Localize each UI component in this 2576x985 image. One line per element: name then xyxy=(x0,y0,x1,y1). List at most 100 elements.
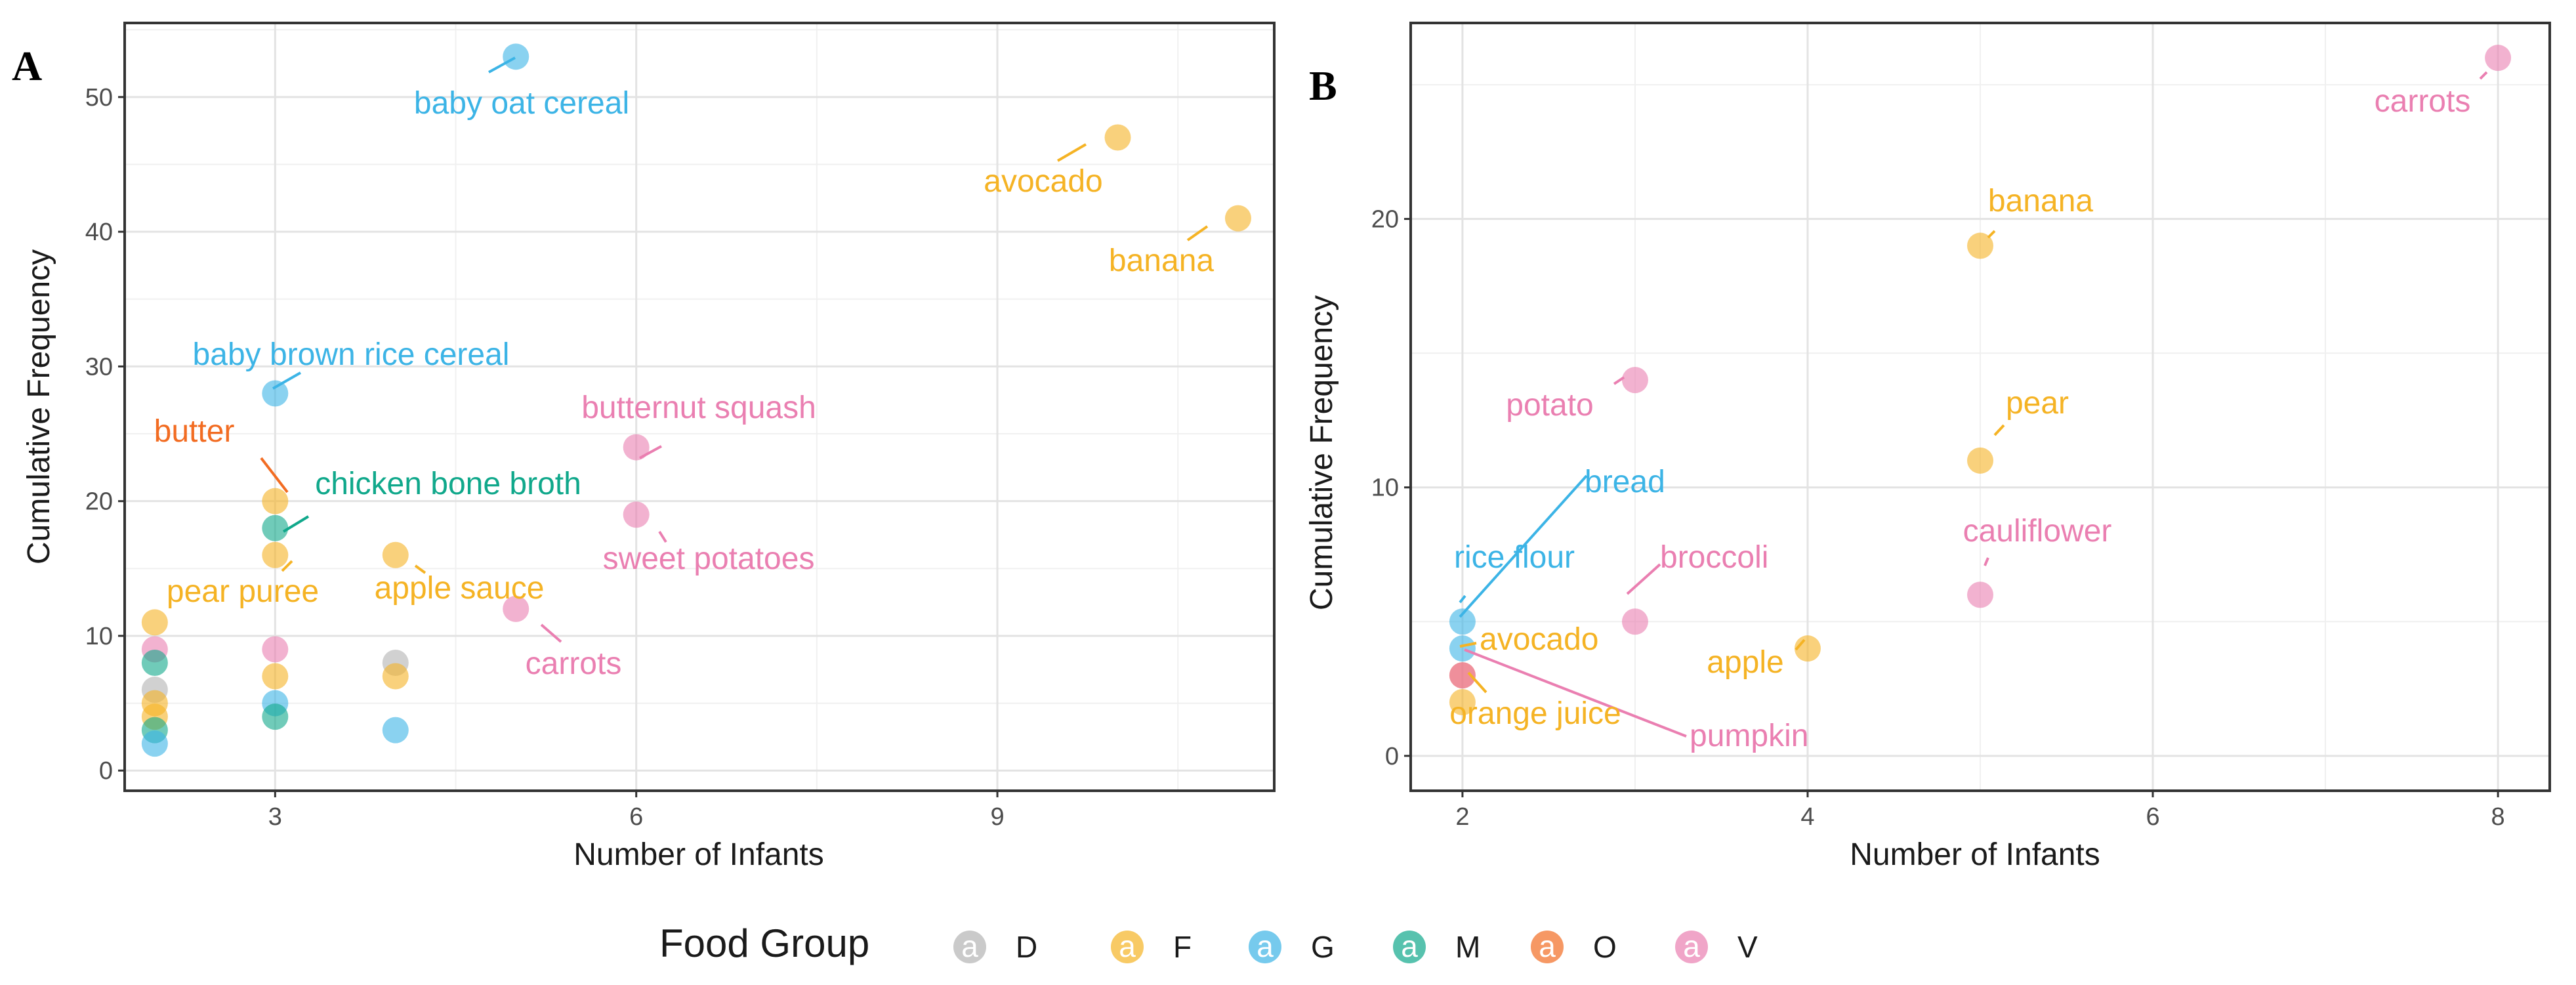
panel-a-point xyxy=(503,43,530,70)
panel-a-point xyxy=(1224,205,1251,232)
panel-a-point-label: carrots xyxy=(526,646,622,681)
legend-key-m xyxy=(1393,931,1426,963)
panel-a-leader-line xyxy=(260,457,289,493)
panel-a-leader-line xyxy=(488,56,516,73)
panel-a-x-tick-label: 3 xyxy=(268,803,282,831)
panel-a-x-axis-title: Number of Infants xyxy=(573,837,824,872)
panel-b-point-label: cauliflower xyxy=(1963,514,2112,549)
panel-b-point xyxy=(1621,608,1648,635)
panel-a-point-label: chicken bone broth xyxy=(315,467,581,501)
legend-key-g xyxy=(1249,931,1281,963)
legend-label-v: V xyxy=(1737,930,1758,964)
panel-a-background xyxy=(125,23,1274,791)
panel-b-point xyxy=(1967,581,1993,608)
legend-key-glyph: a xyxy=(1683,929,1700,963)
panel-b-leader-line xyxy=(2479,71,2488,80)
legend-label-g: G xyxy=(1311,930,1335,964)
panel-b-x-axis-title: Number of Infants xyxy=(1850,837,2100,872)
legend-label-m: M xyxy=(1455,930,1480,964)
panel-b-x-tick-label: 6 xyxy=(2146,803,2159,831)
panel-a-y-axis-title: Cumulative Frequency xyxy=(22,249,56,564)
legend-title: Food Group xyxy=(659,921,869,965)
panel-b-point xyxy=(1449,689,1476,715)
panel-a-border xyxy=(123,22,1276,792)
panel-a-point xyxy=(262,380,289,407)
panel-a-leader-line xyxy=(540,623,562,643)
panel-a-point-label: sweet potatoes xyxy=(603,541,815,576)
panel-b-leader-line xyxy=(1993,424,2005,436)
panel-b-point-label: pumpkin xyxy=(1690,719,1808,753)
panel-b-y-tick-label: 20 xyxy=(1371,206,1399,234)
panel-b-x-tick-label: 8 xyxy=(2491,803,2505,831)
panel-a-point xyxy=(623,501,650,528)
panel-b-point-label: potato xyxy=(1506,388,1593,423)
panel-a-point xyxy=(262,514,289,541)
legend-key-f xyxy=(1111,931,1144,963)
panel-a-point xyxy=(503,595,530,622)
legend-label-f: F xyxy=(1173,930,1192,964)
panel-b-point-label: broccoli xyxy=(1660,540,1768,575)
panel-b-point xyxy=(1621,367,1648,394)
legend-label-d: D xyxy=(1016,930,1037,964)
legend-key-v xyxy=(1675,931,1708,963)
panel-a-point xyxy=(382,541,409,568)
panel-a-leader-line xyxy=(272,371,301,390)
legend-key-glyph: a xyxy=(1119,929,1136,963)
panel-a-point xyxy=(1104,124,1131,151)
panel-a-point xyxy=(262,541,289,568)
panel-a-point xyxy=(262,703,289,730)
panel-b-leader-line xyxy=(1795,639,1806,651)
panel-a-point xyxy=(382,717,409,744)
panel-b-leader-line xyxy=(1464,648,1687,738)
legend-key-glyph: a xyxy=(1539,929,1556,963)
panel-a-plot: 3 6 9 0 10 20 30 40 50 baby oat cereal avocado bana… xyxy=(85,22,1276,831)
legend-label-o: O xyxy=(1593,930,1617,964)
panel-b-leader-line xyxy=(1613,376,1625,385)
panel-a-y-tick-label: 40 xyxy=(85,219,113,246)
panel-a-y-tick-label: 20 xyxy=(85,488,113,516)
panel-b-y-axis-title: Cumulative Frequency xyxy=(1304,295,1339,610)
panel-a-leader-line xyxy=(1056,143,1087,162)
panel-a-point xyxy=(623,434,650,461)
panel-a-leader-line xyxy=(282,515,310,533)
panel-b-point xyxy=(1967,447,1993,474)
panel-a-point xyxy=(382,663,409,690)
panel-b-leader-line xyxy=(1626,563,1661,595)
panel-b-leader-line xyxy=(1459,642,1477,648)
panel-b-point-label: carrots xyxy=(2375,84,2471,119)
panel-b-leader-line xyxy=(1459,595,1466,604)
panel-a-point xyxy=(141,650,168,676)
panel-a-leader-line xyxy=(281,560,293,572)
panel-b-y-tick-label: 0 xyxy=(1385,743,1399,770)
panel-a-y-tick-label: 50 xyxy=(85,84,113,112)
legend-key-glyph: a xyxy=(1401,929,1418,963)
panel-a-y-tick-label: 10 xyxy=(85,623,113,650)
panel-a-point xyxy=(141,730,168,757)
panel-b-point-label: apple xyxy=(1707,645,1783,680)
panel-a-leader-line xyxy=(639,445,662,459)
panel-a-x-tick-label: 6 xyxy=(629,803,643,831)
panel-b-x-tick-label: 2 xyxy=(1455,803,1469,831)
panel-a-leader-line xyxy=(1186,225,1209,241)
panel-b-point-label: orange juice xyxy=(1449,696,1621,731)
panel-a-point-label: butternut squash xyxy=(581,390,816,425)
panel-b-leader-line xyxy=(1467,671,1487,694)
panel-a-y-tick-label: 30 xyxy=(85,353,113,381)
panel-b-point-label: pear xyxy=(2006,386,2069,421)
panel-a-point xyxy=(262,488,289,514)
panel-b-plot: 2 4 6 8 0 10 20 carrots banana potato pear cauliflo… xyxy=(1371,22,2551,831)
panel-b-point-label: avocado xyxy=(1480,622,1598,657)
panel-b-point xyxy=(1449,608,1476,635)
panel-b-leader-line xyxy=(1987,230,1996,239)
panel-b-point-label: banana xyxy=(1988,184,2093,219)
panel-a-x-tick-label: 9 xyxy=(990,803,1004,831)
panel-b-x-tick-label: 4 xyxy=(1800,803,1814,831)
panel-a-point-label: butter xyxy=(154,414,235,449)
panel-b-letter: B xyxy=(1309,62,1337,109)
legend-key-glyph: a xyxy=(961,929,978,963)
panel-a-y-tick-label: 0 xyxy=(99,757,113,785)
panel-a-leader-line xyxy=(414,564,426,574)
panel-a-point xyxy=(141,609,168,636)
